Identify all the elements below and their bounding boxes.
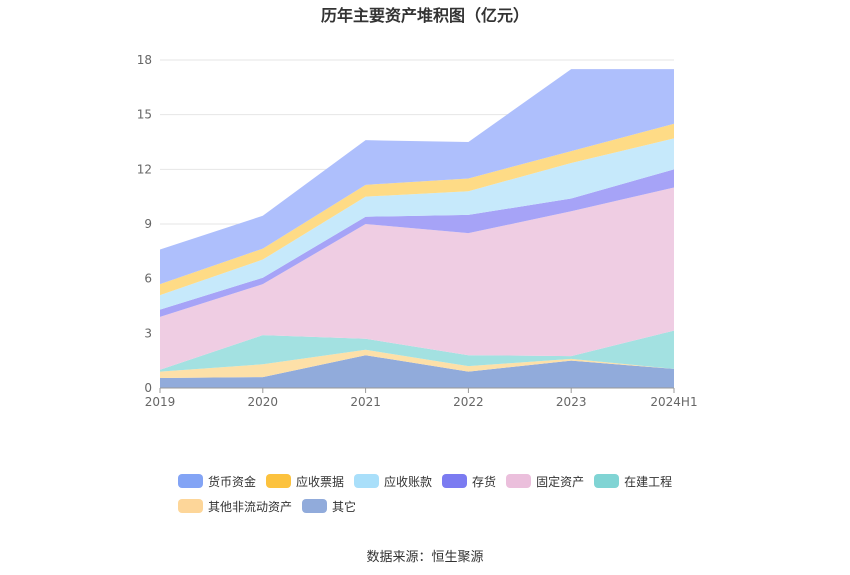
y-tick-label: 9 xyxy=(144,217,152,231)
area-series-应收票据 xyxy=(160,123,674,296)
legend-label: 应收票据 xyxy=(296,474,345,489)
legend-swatch xyxy=(178,474,203,488)
legend-label: 货币资金 xyxy=(208,474,257,489)
area-series-在建工程 xyxy=(160,330,674,372)
legend-swatch xyxy=(302,499,328,513)
y-tick-label: 15 xyxy=(137,108,152,122)
stacked-area-chart: 0 3 6 9 12 15 18 2019 2020 2021 2022 2023 2024H1 xyxy=(137,53,698,409)
y-tick-label: 12 xyxy=(137,162,152,176)
legend-swatch xyxy=(354,474,380,488)
area-series xyxy=(160,69,674,388)
legend-label: 应收账款 xyxy=(384,474,433,489)
chart-title: 历年主要资产堆积图（亿元） xyxy=(320,6,529,25)
y-tick-label: 6 xyxy=(144,272,152,286)
x-tick-label: 2021 xyxy=(350,395,381,409)
axes: 0 3 6 9 12 15 18 2019 2020 2021 2022 2023 2024H1 xyxy=(137,53,698,409)
legend-label: 其它 xyxy=(332,499,357,514)
x-tick-label: 2023 xyxy=(556,395,587,409)
y-tick-label: 3 xyxy=(144,326,152,340)
legend-swatch xyxy=(178,499,203,513)
area-series-货币资金 xyxy=(160,69,674,285)
legend-item[interactable]: 应收票据 xyxy=(266,472,344,490)
legend-item[interactable]: 应收账款 xyxy=(354,472,432,490)
legend-item[interactable]: 存货 xyxy=(442,472,496,490)
legend-swatch xyxy=(506,474,532,488)
legend: 货币资金 应收票据 应收账款 存货 固定资产 在建工程其他非流动资产 其它 xyxy=(178,472,698,515)
x-tick-label: 2020 xyxy=(248,395,279,409)
legend-label: 其他非流动资产 xyxy=(208,499,293,514)
y-tick-label: 18 xyxy=(137,53,152,67)
legend-swatch xyxy=(442,474,468,488)
legend-label: 固定资产 xyxy=(536,474,585,489)
data-source-note: 数据来源：恒生聚源 xyxy=(366,550,484,565)
area-series-应收账款 xyxy=(160,138,674,310)
x-tick-label: 2022 xyxy=(453,395,484,409)
legend-item[interactable]: 其它 xyxy=(302,497,356,515)
legend-item[interactable]: 其他非流动资产 xyxy=(178,497,292,515)
area-series-其他非流动资产 xyxy=(160,349,674,378)
y-tick-label: 0 xyxy=(144,381,152,395)
x-tick-label: 2024H1 xyxy=(650,395,697,409)
legend-swatch xyxy=(266,474,292,488)
legend-item[interactable]: 固定资产 xyxy=(506,472,584,490)
legend-label: 在建工程 xyxy=(624,474,673,489)
x-tick-label: 2019 xyxy=(145,395,176,409)
legend-swatch xyxy=(594,474,620,488)
legend-label: 存货 xyxy=(472,474,497,489)
area-series-其它 xyxy=(160,355,674,388)
area-series-存货 xyxy=(160,169,674,317)
legend-item[interactable]: 在建工程 xyxy=(594,472,672,490)
legend-item[interactable]: 货币资金 xyxy=(178,472,256,490)
area-series-固定资产 xyxy=(160,187,674,370)
